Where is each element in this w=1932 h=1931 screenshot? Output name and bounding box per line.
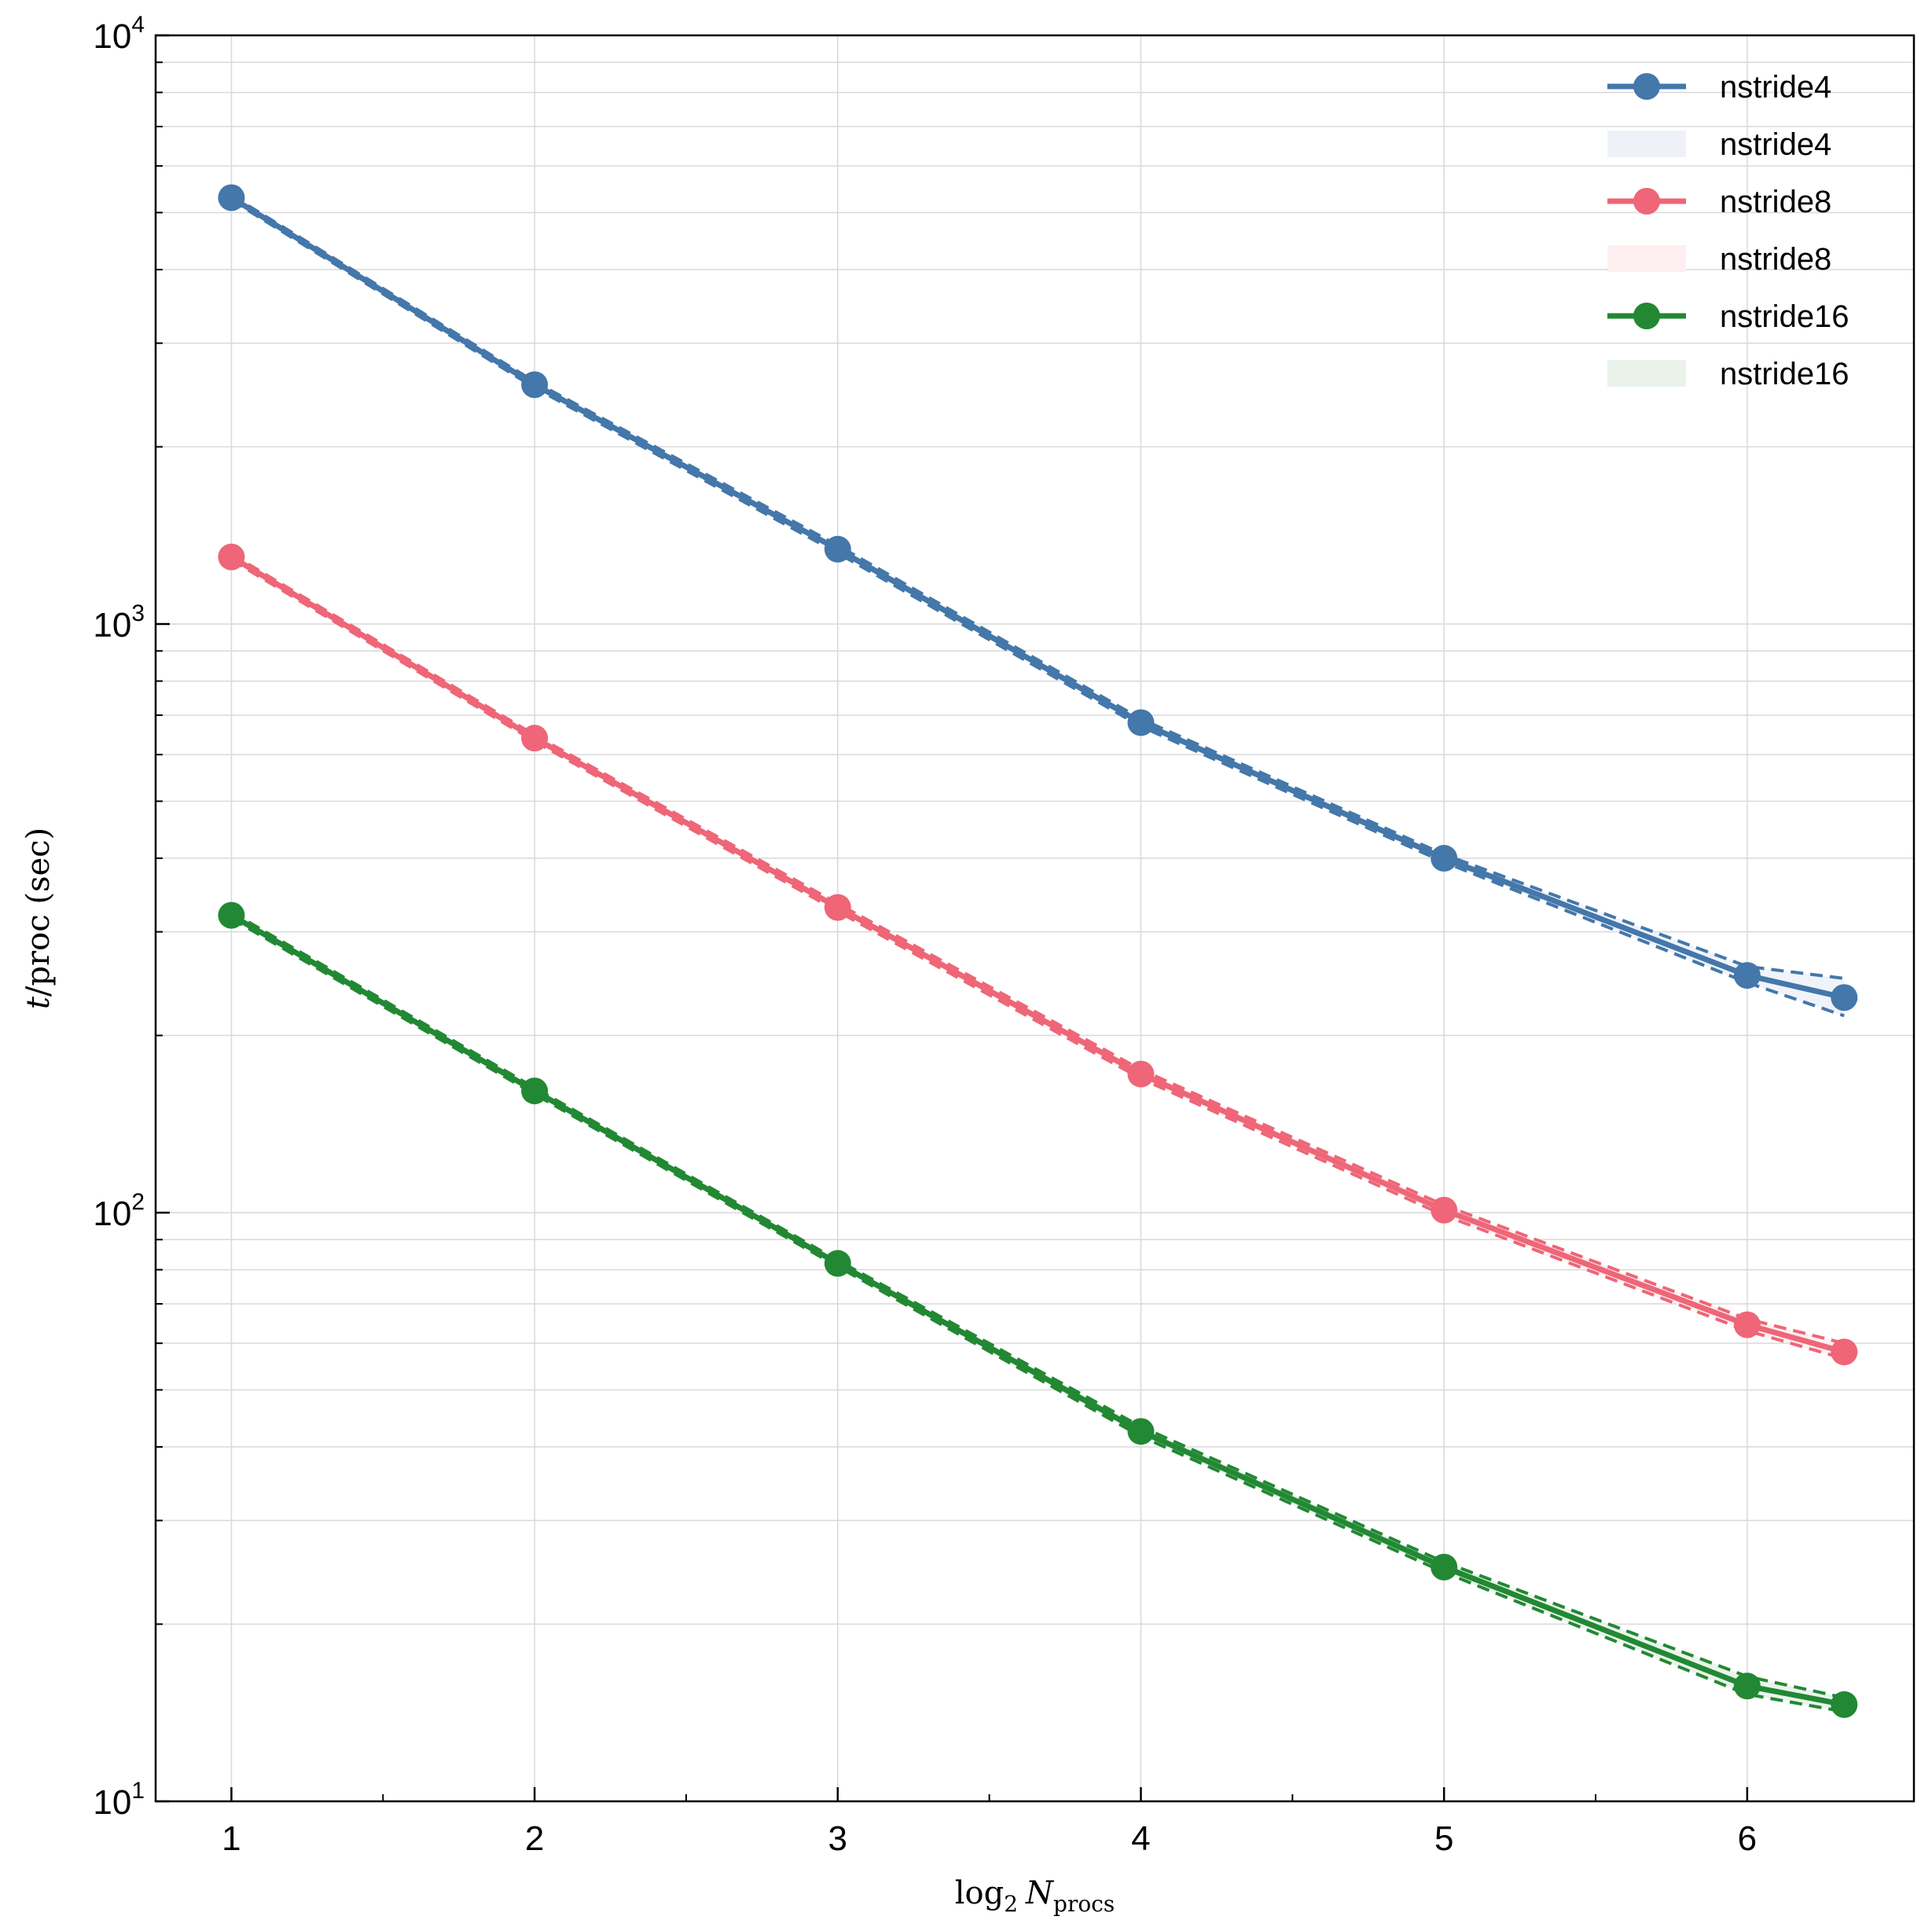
data-point: [824, 894, 851, 921]
data-point: [521, 1077, 549, 1105]
legend-label: nstride16: [1720, 357, 1849, 391]
y-axis-title-symbol: t: [20, 996, 57, 1009]
legend-band-swatch: [1607, 130, 1686, 157]
legend-label: nstride4: [1720, 70, 1831, 105]
legend-label: nstride8: [1720, 242, 1831, 277]
legend-item: nstride4: [1607, 127, 1831, 162]
x-axis-title-symbol: N: [1025, 1875, 1055, 1911]
legend-item: nstride8: [1607, 185, 1831, 219]
x-axis-title-prefix: log: [955, 1875, 1004, 1911]
data-point: [521, 371, 549, 398]
x-tick-label: 4: [1131, 1819, 1150, 1858]
y-axis-title-rest: /proc (sec): [20, 828, 57, 997]
legend-band-swatch: [1607, 360, 1686, 387]
series-nstride8: [218, 543, 1858, 1366]
x-axis-title: log2 Nprocs: [955, 1875, 1115, 1917]
y-tick-label: 101: [93, 1778, 145, 1822]
y-axis-title: t/proc (sec): [20, 828, 57, 1009]
legend-marker: [1633, 303, 1660, 329]
data-point: [218, 543, 245, 571]
x-axis-title-symbol-sub: procs: [1053, 1891, 1115, 1917]
x-tick-label: 2: [525, 1819, 544, 1858]
data-point: [1733, 962, 1761, 989]
data-point: [1127, 1060, 1155, 1088]
legend-item: nstride16: [1607, 357, 1849, 391]
svg-text:t/proc (sec): t/proc (sec): [20, 828, 57, 1009]
y-tick-label: 102: [93, 1189, 145, 1233]
legend-marker: [1633, 73, 1660, 100]
y-tick-label: 104: [93, 12, 145, 56]
data-point: [824, 535, 851, 563]
x-axis-title-prefix-sub: 2: [1004, 1891, 1018, 1917]
plot-frame: [154, 34, 1915, 1803]
x-tick-label: 1: [222, 1819, 241, 1858]
legend-label: nstride4: [1720, 127, 1831, 162]
legend-label: nstride16: [1720, 299, 1849, 334]
data-point: [521, 725, 549, 752]
legend-marker: [1633, 188, 1660, 215]
series-nstride4: [218, 184, 1858, 1018]
data-series: [218, 184, 1858, 1718]
axis-ticks: 1 2 3 4 5 6 101 102 103 104: [93, 12, 1757, 1858]
legend: nstride4 nstride4 nstride8 nstride8 nstride1…: [1607, 70, 1849, 391]
data-point: [1831, 984, 1858, 1011]
data-point: [218, 184, 245, 211]
legend-item: nstride8: [1607, 242, 1831, 277]
data-point: [824, 1250, 851, 1277]
data-point: [218, 901, 245, 929]
x-tick-label: 5: [1434, 1819, 1453, 1858]
data-point: [1431, 1196, 1458, 1224]
legend-item: nstride16: [1607, 299, 1849, 334]
data-point: [1127, 709, 1155, 736]
legend-label: nstride8: [1720, 185, 1831, 219]
data-point: [1431, 1553, 1458, 1580]
x-tick-label: 3: [828, 1819, 847, 1858]
x-tick-label: 6: [1738, 1819, 1757, 1858]
legend-item: nstride4: [1607, 70, 1831, 105]
data-point: [1831, 1691, 1858, 1718]
legend-band-swatch: [1607, 245, 1686, 272]
data-point: [1431, 845, 1458, 872]
series-nstride16: [218, 901, 1858, 1718]
y-tick-label: 103: [93, 600, 145, 644]
data-point: [1733, 1311, 1761, 1338]
data-point: [1127, 1418, 1155, 1445]
data-point: [1733, 1672, 1761, 1700]
gridlines: [156, 35, 1914, 1802]
data-point: [1831, 1338, 1858, 1366]
